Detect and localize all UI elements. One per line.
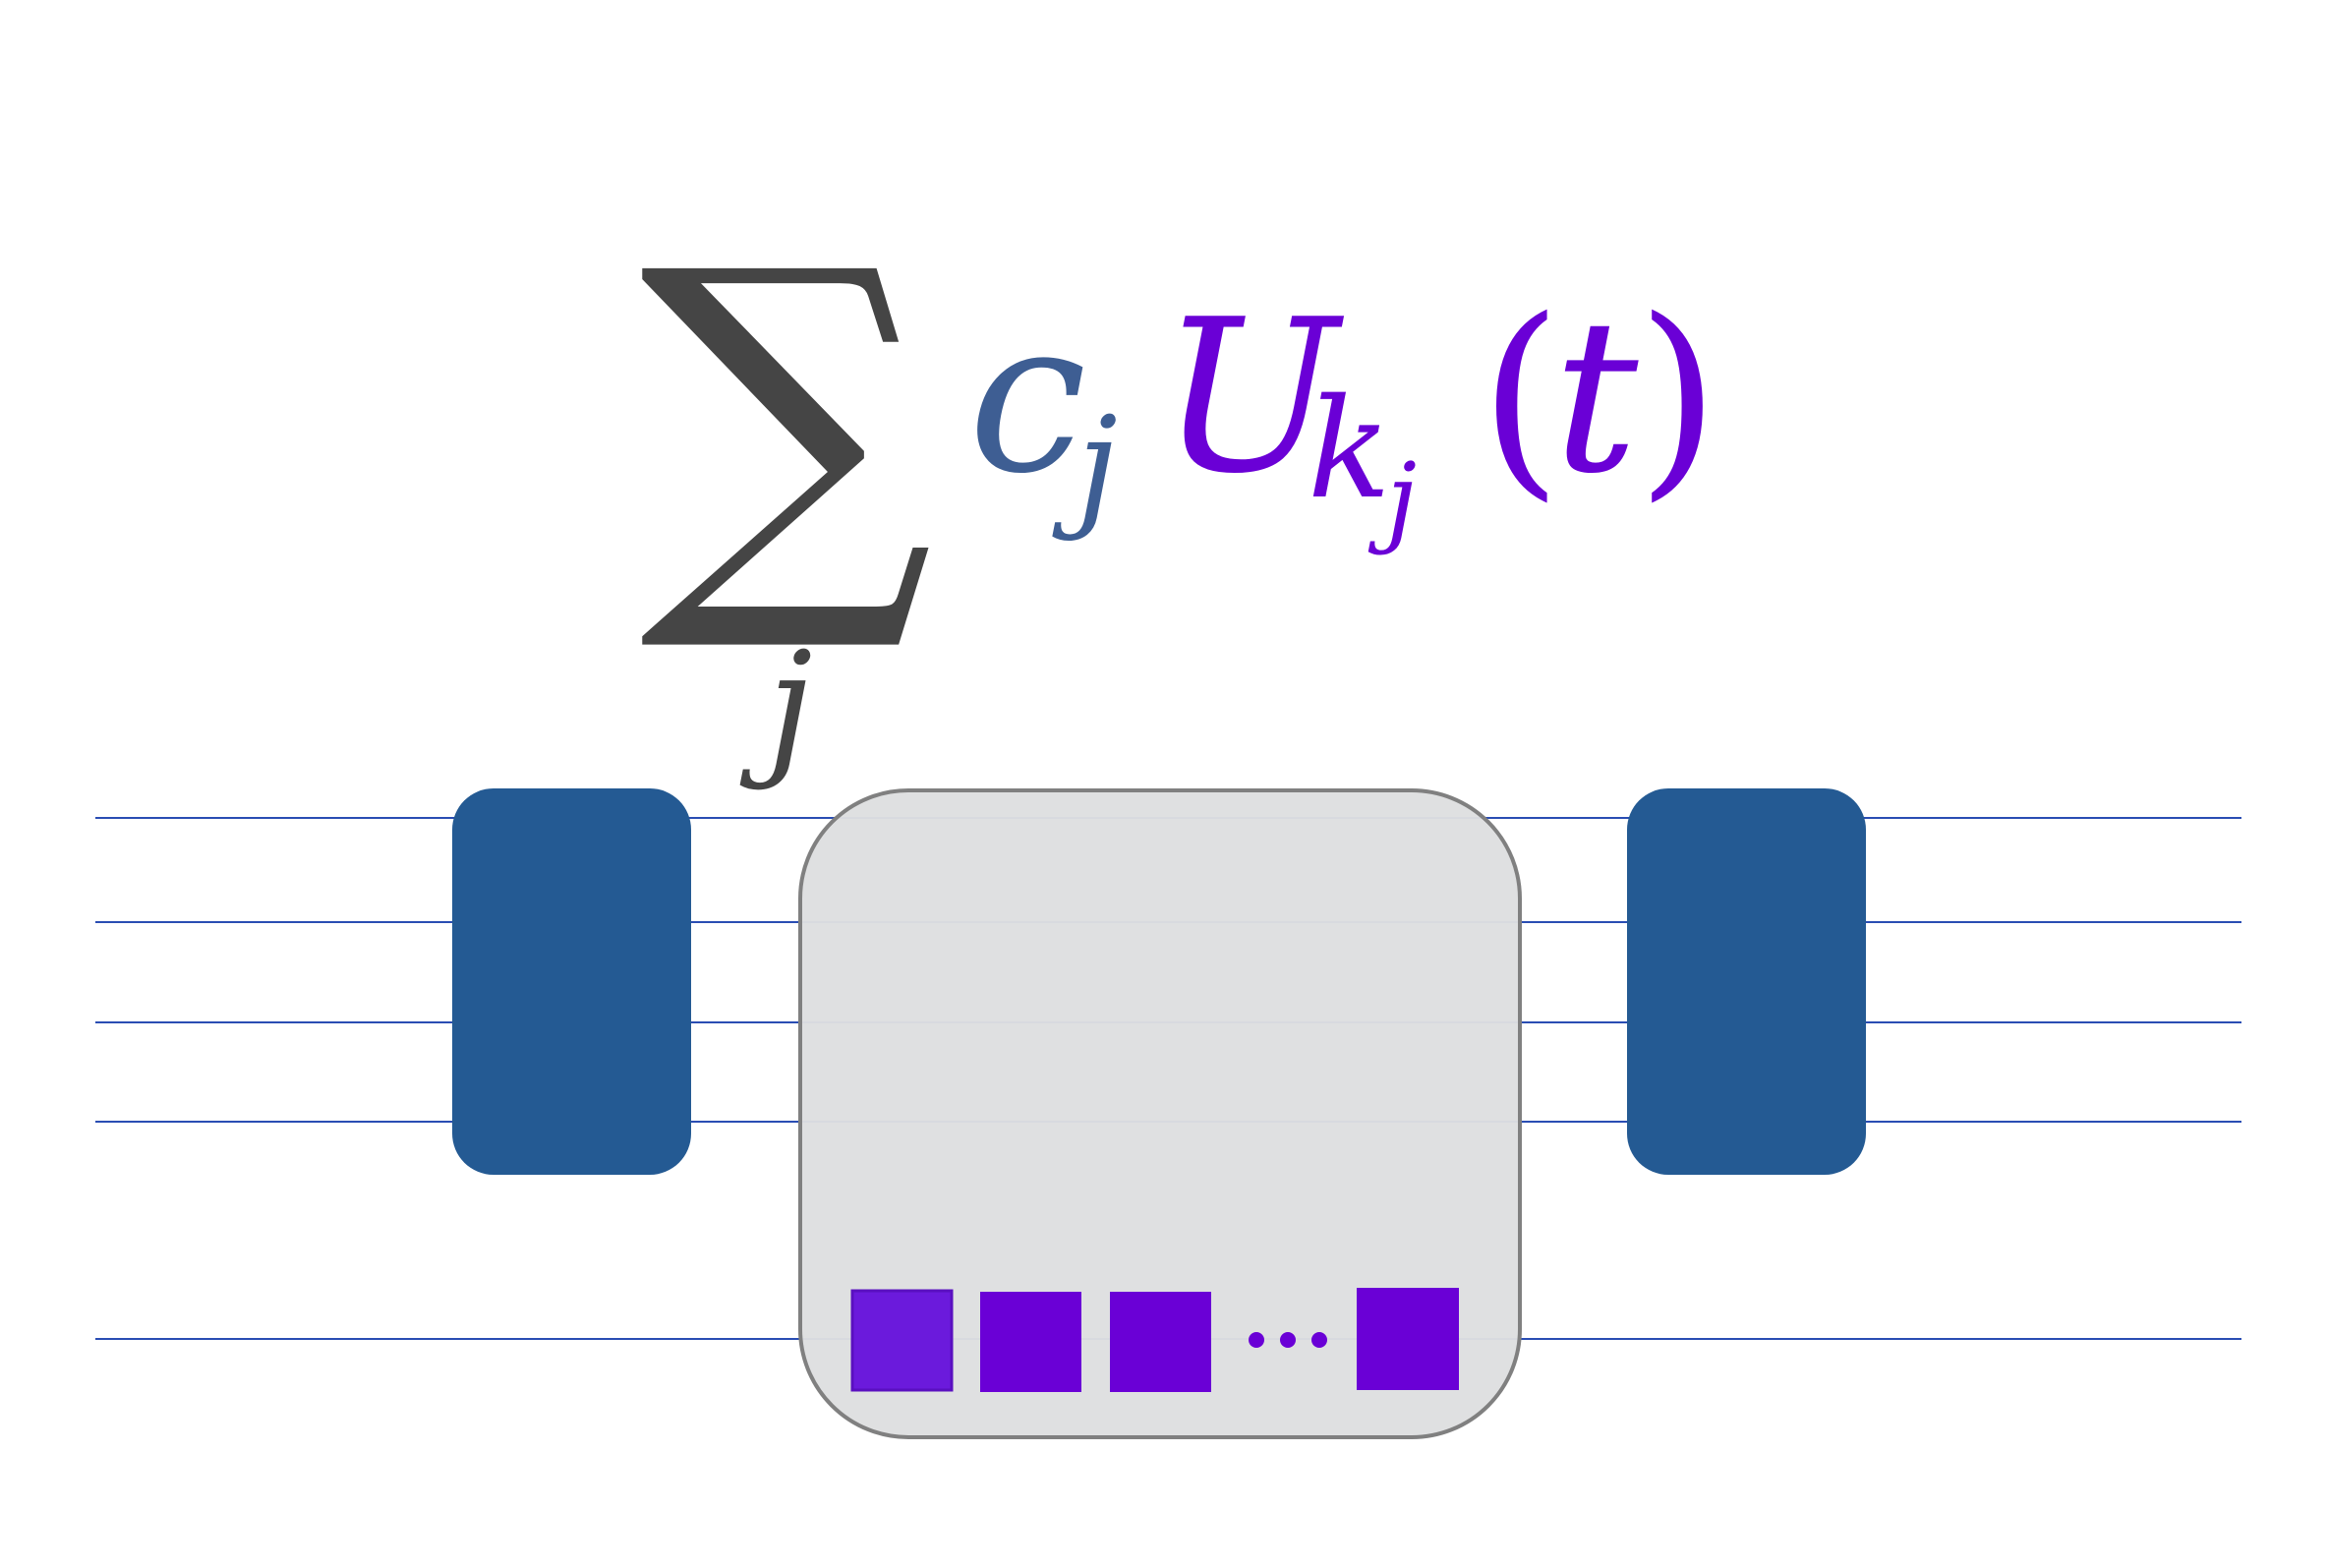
operator-subscript: k <box>1308 370 1391 530</box>
inner-gates <box>850 1288 1459 1392</box>
argument: t <box>1553 273 1639 520</box>
inner-gate-2 <box>980 1292 1081 1392</box>
ellipsis <box>1249 1332 1327 1348</box>
sum-symbol: ∑ <box>639 183 934 664</box>
inner-gate-3 <box>1110 1292 1211 1392</box>
inner-gate-1 <box>850 1289 954 1392</box>
close-parenthesis: ) <box>1637 273 1719 520</box>
coefficient: c <box>968 273 1086 520</box>
right-gate <box>1627 788 1866 1175</box>
operator: U <box>1160 273 1345 520</box>
inner-gate-last <box>1357 1288 1459 1390</box>
ellipsis-dot-1 <box>1249 1332 1264 1348</box>
open-parenthesis: ( <box>1480 273 1562 520</box>
left-gate <box>452 788 691 1175</box>
unitary-container <box>798 788 1522 1439</box>
ellipsis-dot-3 <box>1311 1332 1327 1348</box>
ellipsis-dot-2 <box>1280 1332 1296 1348</box>
formula: ∑ j c j U k j ( t ) <box>639 183 1719 792</box>
